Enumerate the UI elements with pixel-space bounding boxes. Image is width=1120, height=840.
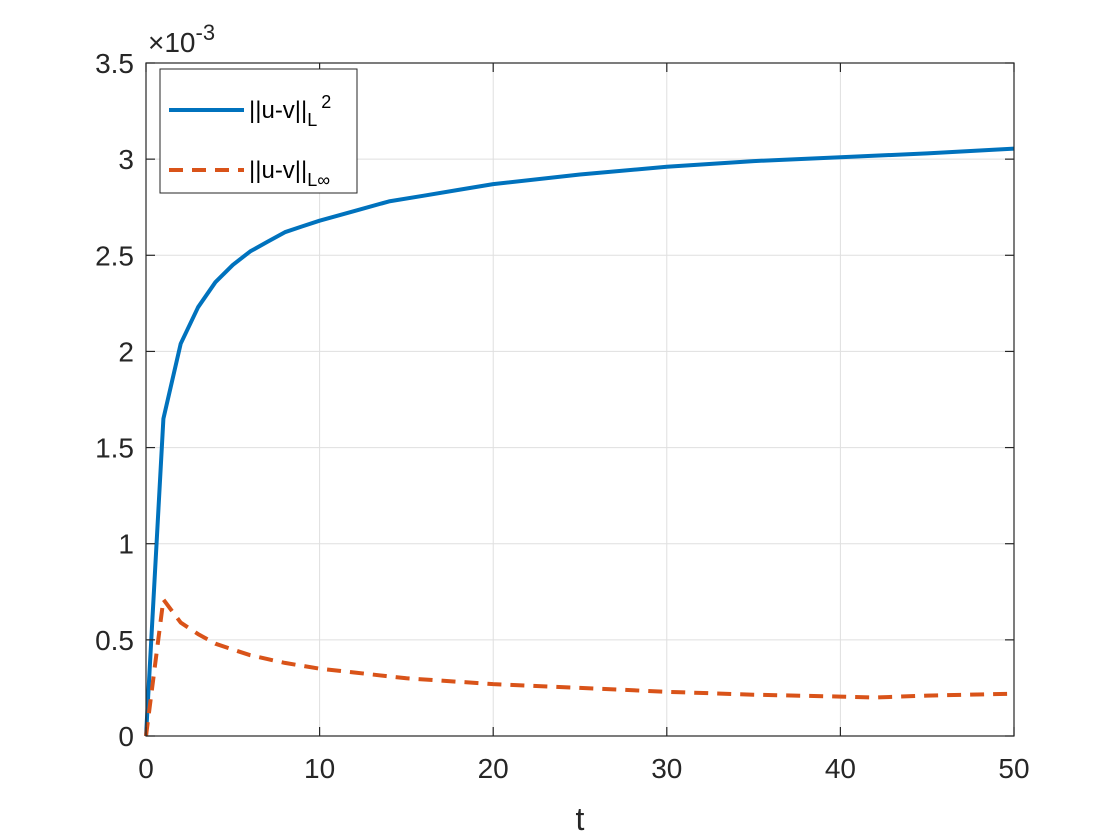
legend-entry-linf-name: ||u-v|| <box>249 157 307 184</box>
y-tick-label: 3.5 <box>95 48 134 79</box>
y-tick-label: 0.5 <box>95 625 134 656</box>
series-layer <box>144 146 1015 737</box>
legend-entry-l2-sub: L <box>307 110 317 130</box>
legend-box <box>159 68 358 194</box>
x-tick-label: 50 <box>998 753 1029 784</box>
y-tick-label: 1.5 <box>95 433 134 464</box>
y-tick-labels: 0 0.5 1 1.5 2 2.5 3 3.5 <box>95 48 134 752</box>
y-tick-label: 2 <box>118 336 134 367</box>
series-line-l2 <box>144 146 1015 737</box>
plot-frame <box>145 62 1015 737</box>
series-line-linf <box>144 597 1015 737</box>
y-exponent-base: ×10 <box>148 27 196 58</box>
legend-entry-l2-name: ||u-v|| <box>249 97 307 124</box>
x-tick-labels: 0 10 20 30 40 50 <box>138 753 1029 784</box>
legend: ||u-v||L2 ||u-v||L∞ <box>159 68 358 194</box>
x-tick-label: 20 <box>478 753 509 784</box>
y-tick-label: 1 <box>118 529 134 560</box>
legend-entry-l2: ||u-v||L2 <box>249 92 331 130</box>
legend-entry-linf: ||u-v||L∞ <box>249 157 330 190</box>
legend-entry-l2-sup: 2 <box>321 92 331 112</box>
y-exponent-label: ×10-3 <box>148 20 215 58</box>
y-tick-label: 3 <box>118 144 134 175</box>
x-tick-label: 10 <box>304 753 335 784</box>
y-tick-label: 2.5 <box>95 240 134 271</box>
y-tick-label: 0 <box>118 721 134 752</box>
x-tick-label: 0 <box>138 753 154 784</box>
legend-entry-linf-sub: L∞ <box>307 170 330 190</box>
grid-lines <box>146 63 1014 736</box>
x-tick-label: 40 <box>825 753 856 784</box>
y-exponent-power: -3 <box>196 20 216 45</box>
x-tick-label: 30 <box>651 753 682 784</box>
x-axis-label: t <box>576 801 585 837</box>
tick-marks <box>145 62 1015 737</box>
